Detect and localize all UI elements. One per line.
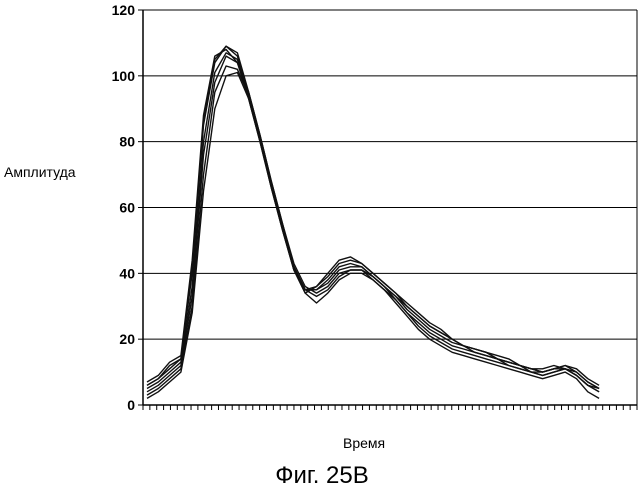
figure-caption: Фиг. 25В xyxy=(0,462,644,490)
series-line-4 xyxy=(147,56,599,392)
series-line-6 xyxy=(147,73,599,399)
y-tick-label: 60 xyxy=(119,200,135,216)
y-tick-label: 80 xyxy=(119,134,135,150)
y-tick-label: 120 xyxy=(112,2,136,18)
y-tick-label: 0 xyxy=(127,397,135,413)
series-line-1 xyxy=(147,46,599,388)
x-axis-label: Время xyxy=(343,435,385,451)
series-line-3 xyxy=(147,53,599,389)
y-tick-label: 100 xyxy=(112,68,136,84)
series-line-2 xyxy=(147,50,599,392)
y-axis-label: Амплитуда xyxy=(4,164,76,180)
y-tick-labels: 0 20 40 60 80 100 120 xyxy=(112,2,136,413)
y-tick-label: 20 xyxy=(119,331,135,347)
series-line-7 xyxy=(147,46,599,388)
series-line-5 xyxy=(147,66,599,395)
y-tick-label: 40 xyxy=(119,265,135,281)
line-chart: 0 20 40 60 80 100 120 xyxy=(0,0,644,460)
series-group xyxy=(147,46,599,398)
